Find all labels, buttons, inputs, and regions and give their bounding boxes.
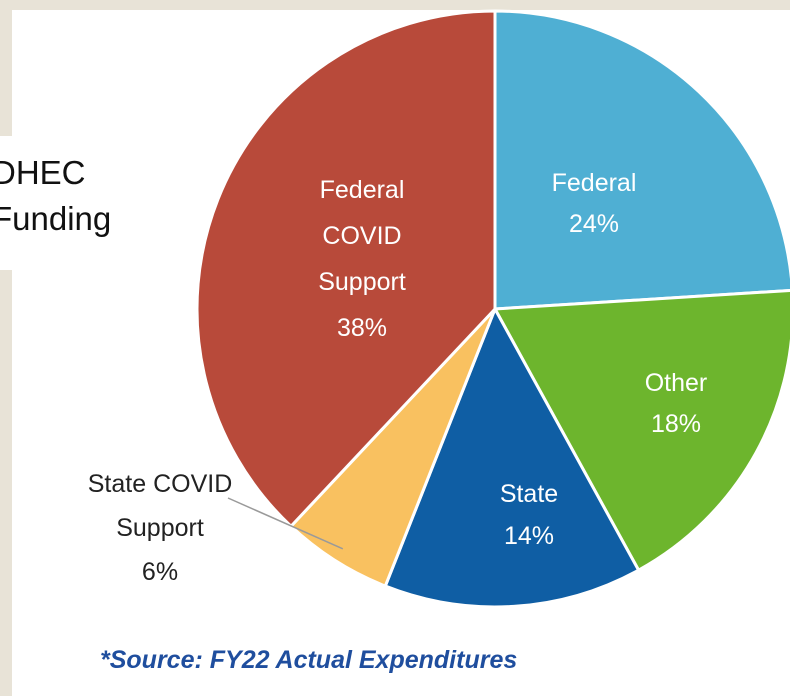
pie-slice-state xyxy=(383,305,641,609)
left-border-top xyxy=(0,0,12,136)
pie-label-state-covid: State COVID Support 6% xyxy=(88,470,233,586)
side-title-line-2: Funding xyxy=(0,200,112,237)
pie-slices xyxy=(195,9,790,609)
pie-slice-other xyxy=(492,288,790,573)
left-border-bottom xyxy=(0,270,12,696)
side-title-line-1: DHEC xyxy=(0,154,86,191)
pie-slice-federal-covid xyxy=(195,9,497,529)
pie-label-federal: Federal 24% xyxy=(552,169,637,238)
pie-labels: Federal 24% Other 18% State 14% State COVID Sup… xyxy=(88,169,708,586)
source-note: *Source: FY22 Actual Expenditures xyxy=(100,646,518,674)
pie-label-state: State 14% xyxy=(500,480,558,550)
pie-slice-federal xyxy=(493,9,790,311)
side-title: DHEC Funding xyxy=(0,150,111,242)
pie-label-other: Other 18% xyxy=(645,369,708,438)
state-covid-leader-line xyxy=(227,497,344,550)
top-border xyxy=(0,0,790,10)
pie-label-federal-covid: Federal COVID Support 38% xyxy=(318,176,406,342)
